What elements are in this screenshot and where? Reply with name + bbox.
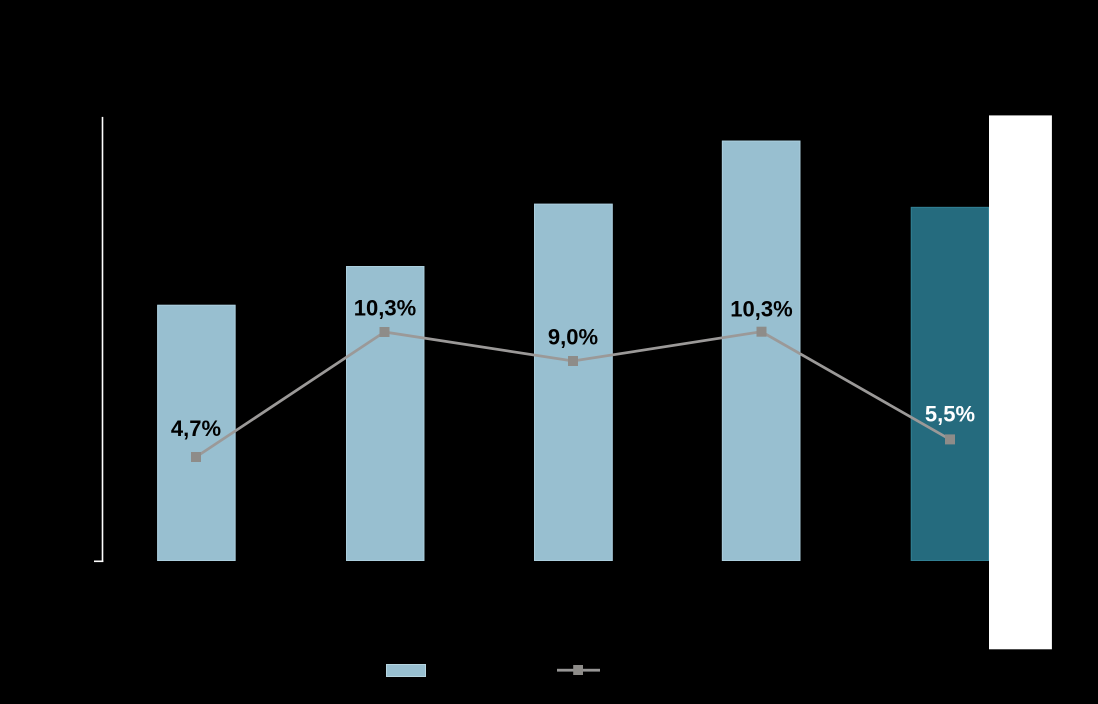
svg-text:9,0%: 9,0% xyxy=(548,325,598,350)
svg-text:10,3%: 10,3% xyxy=(730,297,792,322)
svg-text:5,5%: 5,5% xyxy=(925,402,975,427)
svg-text:4,7%: 4,7% xyxy=(171,416,221,441)
svg-text:10,3%: 10,3% xyxy=(354,296,416,321)
